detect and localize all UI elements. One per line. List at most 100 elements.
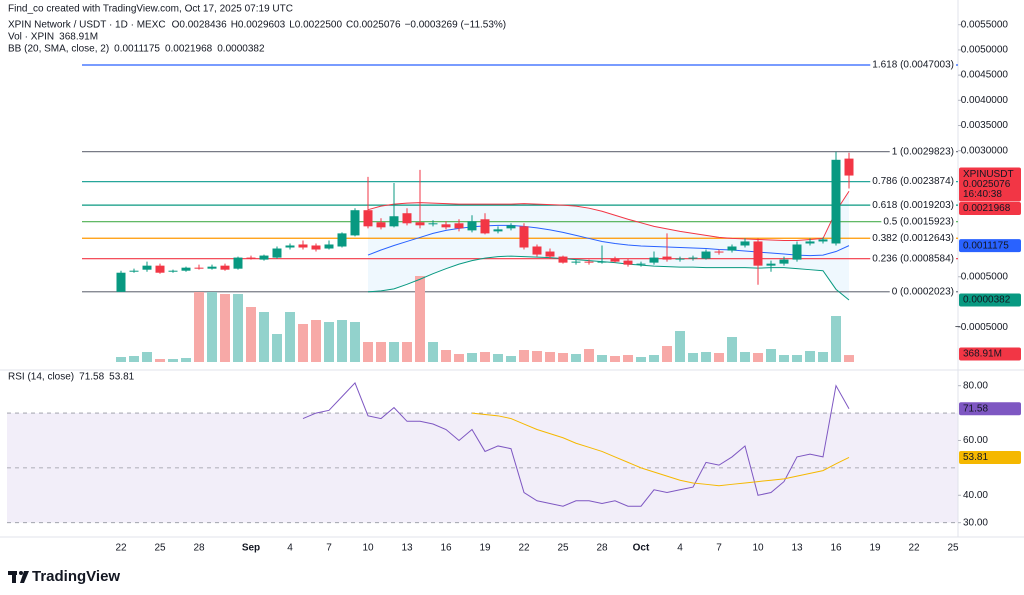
volume-bar: [168, 359, 178, 362]
volume-bar: [298, 324, 308, 362]
fib-label: 0.786 (0.0023874): [872, 176, 954, 187]
bb-legend: BB (20, SMA, close, 2): [8, 44, 109, 55]
change: −0.0003269 (−11.53%): [405, 20, 507, 31]
candle-body: [155, 265, 165, 273]
candle-body: [701, 251, 711, 259]
x-tick-label: 4: [287, 543, 293, 554]
volume-bar: [389, 342, 399, 362]
candle-body: [584, 261, 594, 263]
candle-body: [727, 246, 737, 251]
candle-body: [324, 244, 334, 249]
fib-label: 0.236 (0.0008584): [872, 253, 954, 264]
candle-body: [272, 248, 282, 258]
ohlc-value: 0.0025076: [353, 20, 401, 31]
candle-body: [597, 261, 607, 263]
fib-label-bg: [870, 59, 956, 72]
volume-bar: [662, 346, 672, 362]
x-tick-label: 25: [154, 543, 166, 554]
bb-fill: [368, 191, 849, 301]
symbol-tag: XPINUSDT: [963, 169, 1014, 180]
volume-bar: [220, 294, 230, 362]
volume-bar: [428, 342, 438, 362]
ohlc-value: 0.0028436: [179, 20, 227, 31]
volume-bar: [480, 352, 490, 362]
candle-body: [753, 241, 763, 266]
volume-bar: [363, 342, 373, 362]
volume-bar: [324, 322, 334, 362]
volume-bar: [311, 320, 321, 362]
x-tick-label: 13: [791, 543, 803, 554]
volume-tag: 368.91M: [963, 349, 1002, 360]
volume-bar: [233, 294, 243, 362]
candle-body: [532, 246, 542, 255]
candle-body: [337, 233, 347, 247]
y-tick-label: 0.0035000: [961, 120, 1009, 131]
volume-bar: [506, 356, 516, 362]
candle-body: [636, 263, 646, 265]
candle-body: [363, 210, 373, 227]
volume-bar: [155, 359, 165, 362]
fib-label-bg: [889, 285, 956, 298]
candle-body: [441, 224, 451, 228]
volume-bar: [701, 352, 711, 362]
y-tick-label: 0.0030000: [961, 145, 1009, 156]
rsi-ma-tag-bg: [959, 450, 1021, 464]
fib-label: 0.382 (0.0012643): [872, 233, 954, 244]
rsi-value: 71.58: [79, 372, 104, 383]
candle-body: [402, 213, 412, 224]
volume-bar: [623, 355, 633, 362]
volume-bar: [571, 354, 581, 362]
candle-body: [818, 239, 828, 242]
candle-body: [844, 158, 854, 176]
candle-body: [116, 272, 126, 292]
rsi-ma-line: [471, 412, 850, 487]
candle-body: [779, 259, 789, 264]
volume-bar: [415, 276, 425, 362]
volume-bar: [337, 320, 347, 362]
volume-bar: [675, 331, 685, 362]
volume-bar: [545, 352, 555, 362]
candle-body: [792, 244, 802, 260]
x-tick-label: 4: [677, 543, 683, 554]
x-tick-label: 7: [716, 543, 722, 554]
bb-lower-tag: 0.0000382: [963, 295, 1011, 306]
logo-icon: [8, 571, 29, 583]
credit: Find_co created with TradingView.com, Oc…: [8, 4, 293, 15]
volume-bar: [454, 354, 464, 362]
volume-bar: [727, 337, 737, 362]
x-tick-label: Sep: [242, 543, 260, 554]
rsi-line: [302, 382, 850, 507]
candle-body: [766, 263, 776, 266]
bb-upper-tag-bg: [959, 202, 1021, 216]
volume-bar: [831, 316, 841, 362]
bb-value: 0.0021968: [165, 44, 213, 55]
x-tick-label: 16: [830, 543, 842, 554]
rsi-ma-tag: 53.81: [963, 452, 988, 463]
price-tag-bg: [959, 167, 1021, 202]
bb-lower: [367, 255, 850, 301]
ohlc-label: O: [172, 20, 180, 31]
volume-bar: [558, 353, 568, 362]
candle-body: [480, 219, 490, 234]
candle-body: [519, 226, 529, 248]
ohlc-value: 0.0029603: [238, 20, 286, 31]
candle-body: [623, 260, 633, 265]
fib-label-bg: [881, 215, 956, 228]
fib-label: 0.618 (0.0019203): [872, 200, 954, 211]
candle-body: [298, 244, 308, 248]
candle-body: [220, 265, 230, 270]
volume-bar: [584, 349, 594, 362]
ohlc-value: 0.0022500: [295, 20, 343, 31]
volume-bar: [441, 350, 451, 362]
candle-body: [506, 225, 516, 229]
candle-body: [610, 258, 620, 262]
candle-body: [805, 241, 815, 244]
bb-value: 0.0011175: [114, 44, 160, 55]
volume-bar: [753, 353, 763, 362]
candle-body: [376, 222, 386, 228]
fib-label: 0.5 (0.0015923): [883, 216, 954, 227]
volume-bar: [207, 292, 217, 362]
volume-bar: [285, 312, 295, 362]
